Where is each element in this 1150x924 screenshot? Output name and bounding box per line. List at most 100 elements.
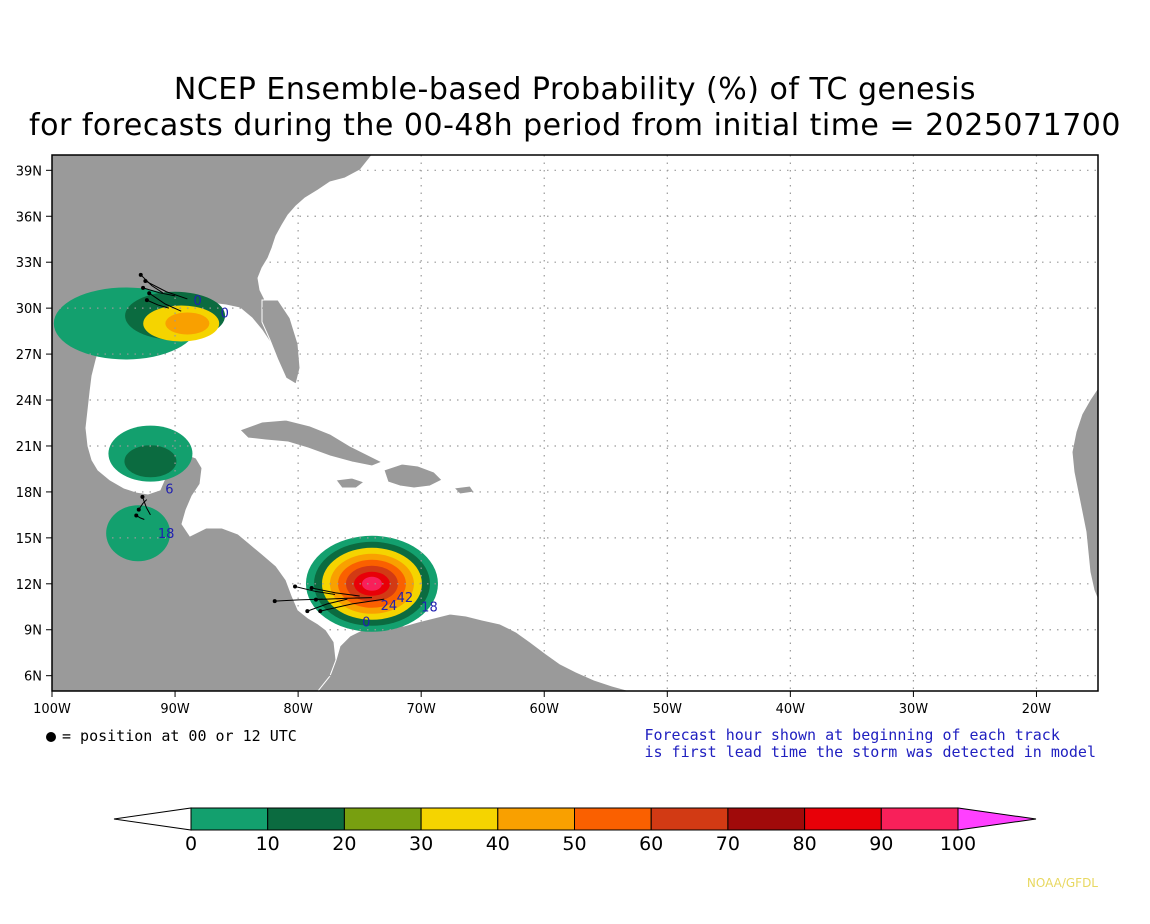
lat-tick-label-36N: 36N — [16, 210, 42, 225]
track-10 — [315, 597, 372, 601]
track-point-8 — [305, 609, 310, 614]
lat-tick-label-30N: 30N — [16, 302, 42, 317]
lat-tick-label-24N: 24N — [16, 394, 42, 409]
colorbar-bin-1 — [267, 807, 345, 831]
lon-tick-label-70W: 70W — [406, 702, 436, 717]
track-0 — [140, 274, 164, 294]
colorbar-label-0: 0 — [185, 833, 197, 855]
lon-tick-label-80W: 80W — [283, 702, 313, 717]
lat-tick-label-18N: 18N — [16, 486, 42, 501]
track-12 — [294, 586, 336, 596]
genesis-area-2-bin-0 — [106, 505, 171, 562]
track-point-3 — [144, 298, 149, 303]
longitude-axis: 100W 90W 80W 70W 60W 50W 40W 30W 20W — [33, 691, 1051, 717]
track-point-13 — [272, 599, 277, 604]
lon-tick-label-30W: 30W — [899, 702, 929, 717]
track-point-4 — [147, 291, 152, 296]
track-label-6: 42 — [397, 591, 414, 606]
track-label-0: 6 — [165, 482, 173, 497]
track-label-5: 24 — [381, 599, 398, 614]
colorbar-bin-5 — [574, 807, 652, 831]
colorbar-bin-8 — [804, 807, 882, 831]
colorbar-label-100: 100 — [940, 833, 976, 855]
lon-tick-label-20W: 20W — [1022, 702, 1052, 717]
position-legend-text: = position at 00 or 12 UTC — [62, 727, 297, 745]
track-3 — [146, 299, 170, 309]
track-label-3: 0 — [221, 306, 229, 321]
colorbar-label-80: 80 — [793, 833, 817, 855]
genesis-area-0-bin-3 — [165, 312, 210, 335]
forecast-note-line-1: Forecast hour shown at beginning of each… — [644, 726, 1060, 744]
colorbar-bin-0 — [190, 807, 269, 831]
track-label-4: 0 — [362, 616, 370, 631]
track-point-7 — [134, 513, 139, 518]
colorbar-bin-6 — [650, 807, 729, 831]
colorbar-over-triangle — [957, 807, 1037, 831]
jamaica-land — [335, 477, 366, 489]
colorbar-under-triangle — [113, 807, 192, 831]
colorbar-label-60: 60 — [639, 833, 663, 855]
track-2 — [145, 280, 188, 300]
lat-tick-label-39N: 39N — [16, 164, 42, 179]
colorbar-label-50: 50 — [562, 833, 586, 855]
lat-tick-label-9N: 9N — [24, 624, 42, 639]
track-9 — [311, 587, 360, 597]
track-label-1: 18 — [158, 527, 175, 542]
lon-tick-label-90W: 90W — [160, 702, 190, 717]
forecast-note-line-2: is first lead time the storm was detecte… — [644, 743, 1096, 761]
genesis-probability-fill — [53, 287, 438, 632]
colorbar: 0 10 20 30 40 50 60 70 80 90 100 — [113, 807, 1037, 855]
latitude-axis: 39N 36N 33N 30N 27N 24N 21N 18N 15N 12N 9N 6N — [16, 164, 52, 685]
forecast-hour-note: Forecast hour shown at beginning of each… — [644, 727, 1096, 761]
credit-label: NOAA/GFDL — [1026, 876, 1098, 890]
storm-tracks — [134, 272, 385, 614]
title-line-1: NCEP Ensemble-based Probability (%) of T… — [173, 72, 977, 107]
colorbar-bin-4 — [497, 807, 575, 831]
lon-tick-label-40W: 40W — [776, 702, 806, 717]
colorbar-label-30: 30 — [409, 833, 433, 855]
colorbar-label-70: 70 — [716, 833, 740, 855]
colorbar-label-20: 20 — [332, 833, 356, 855]
track-6 — [141, 496, 151, 516]
track-point-11 — [318, 609, 323, 614]
florida-land — [261, 299, 301, 385]
track-11 — [320, 598, 385, 612]
track-label-7: 18 — [421, 600, 438, 615]
lon-tick-label-100W: 100W — [33, 702, 71, 717]
lat-tick-label-27N: 27N — [16, 348, 42, 363]
lat-tick-label-15N: 15N — [16, 532, 42, 547]
map-frame — [51, 154, 1099, 692]
colorbar-label-10: 10 — [256, 833, 280, 855]
track-point-12 — [293, 584, 298, 589]
lon-tick-label-50W: 50W — [653, 702, 683, 717]
colorbar-bin-9 — [880, 807, 959, 831]
lat-tick-label-21N: 21N — [16, 440, 42, 455]
lat-tick-label-33N: 33N — [16, 256, 42, 271]
track-13 — [274, 598, 323, 602]
hispaniola-land — [383, 463, 443, 489]
lat-tick-label-6N: 6N — [24, 670, 42, 685]
cuba-land — [239, 419, 384, 467]
track-4 — [148, 292, 182, 312]
south-america-land — [317, 613, 631, 691]
track-1 — [142, 287, 176, 297]
genesis-area-1-bin-1 — [124, 445, 177, 478]
track-point-6 — [140, 494, 145, 499]
colorbar-label-90: 90 — [869, 833, 893, 855]
title-line-2: for forecasts during the 00-48h period f… — [29, 108, 1121, 143]
track-point-5 — [136, 507, 141, 512]
track-point-1 — [141, 285, 146, 290]
lon-tick-label-60W: 60W — [530, 702, 560, 717]
track-8 — [307, 598, 348, 612]
colorbar-bin-2 — [343, 807, 422, 831]
track-point-2 — [143, 278, 148, 283]
colorbar-bin-7 — [727, 807, 806, 831]
genesis-area-3-bin-7 — [361, 576, 382, 591]
africa-land — [1071, 387, 1098, 601]
track-point-0 — [138, 272, 143, 277]
position-legend: = position at 00 or 12 UTC — [46, 727, 297, 745]
track-5 — [138, 499, 148, 510]
track-point-9 — [309, 586, 314, 591]
